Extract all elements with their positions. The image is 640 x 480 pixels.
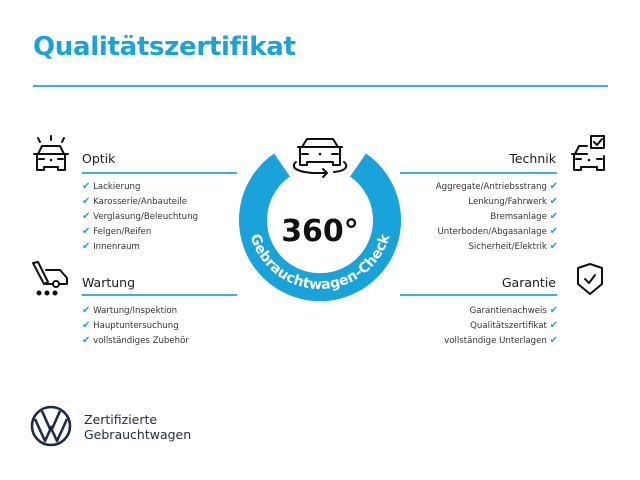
list-item: Garantienachweis ✔ [469, 305, 558, 316]
check-badge: Gebrauchtwagen-Check 360° [239, 138, 401, 302]
page-title: Qualitätszertifikat [33, 32, 296, 62]
optik-title: Optik [82, 151, 116, 166]
check-icon: ✔ [549, 335, 558, 346]
garantie-list: Garantienachweis ✔ Qualitätszertifikat ✔… [444, 303, 558, 348]
list-item: Unterboden/Abgasanlage ✔ [437, 226, 559, 237]
badge-ring [239, 153, 401, 302]
check-icon: ✔ [82, 181, 91, 192]
rotating-car-icon [292, 138, 348, 178]
shield-check-icon [577, 263, 603, 295]
check-icon: ✔ [82, 211, 91, 222]
title-divider [33, 85, 608, 87]
wartung-list: ✔ Wartung/Inspektion ✔ Hauptuntersuchung… [82, 303, 189, 348]
list-item: ✔ Karosserie/Anbauteile [82, 196, 188, 207]
check-icon: ✔ [549, 226, 558, 237]
service-truck-icon [32, 261, 68, 296]
list-item: Lenkung/Fahrwerk ✔ [468, 196, 558, 207]
car-lights-icon [33, 135, 69, 171]
check-icon: ✔ [549, 196, 558, 207]
check-icon: ✔ [82, 226, 91, 237]
list-item: ✔ Lackierung [82, 181, 141, 192]
wartung-divider [82, 294, 237, 296]
garantie-title: Garantie [501, 275, 556, 290]
badge-number: 360° [281, 214, 359, 249]
footer-brand-text: Zertifizierte Gebrauchtwagen [84, 412, 191, 442]
footer-line1: Zertifizierte [84, 412, 158, 427]
optik-divider [82, 172, 237, 174]
check-icon: ✔ [82, 305, 91, 316]
car-checkbox-icon [571, 135, 605, 171]
footer-line2: Gebrauchtwagen [84, 427, 192, 442]
technik-title: Technik [509, 151, 556, 166]
vw-logo [30, 405, 72, 447]
check-icon: ✔ [82, 241, 91, 252]
check-icon: ✔ [549, 241, 558, 252]
technik-divider [400, 172, 557, 174]
technik-list: Aggregate/Antriebsstrang ✔ Lenkung/Fahrw… [436, 179, 558, 254]
check-icon: ✔ [82, 335, 91, 346]
list-item: Qualitätszertifikat ✔ [470, 320, 558, 331]
wartung-title: Wartung [82, 275, 136, 290]
list-item: ✔ Innenraum [82, 241, 140, 252]
list-item: Bremsanlage ✔ [490, 211, 558, 222]
list-item: Sicherheit/Elektrik ✔ [468, 241, 558, 252]
list-item: vollständige Unterlagen ✔ [444, 335, 558, 346]
list-item: ✔ vollständiges Zubehör [82, 335, 189, 346]
garantie-divider [400, 294, 557, 296]
list-item: ✔ Felgen/Reifen [82, 226, 152, 237]
list-item: ✔ Hauptuntersuchung [82, 320, 179, 331]
list-item: ✔ Wartung/Inspektion [82, 305, 178, 316]
check-icon: ✔ [82, 320, 91, 331]
check-icon: ✔ [549, 320, 558, 331]
check-icon: ✔ [82, 196, 91, 207]
optik-list: ✔ Lackierung ✔ Karosserie/Anbauteile ✔ V… [82, 179, 198, 254]
list-item: ✔ Verglasung/Beleuchtung [82, 211, 199, 222]
check-icon: ✔ [549, 211, 558, 222]
check-icon: ✔ [549, 181, 558, 192]
check-icon: ✔ [549, 305, 558, 316]
list-item: Aggregate/Antriebsstrang ✔ [435, 181, 558, 192]
